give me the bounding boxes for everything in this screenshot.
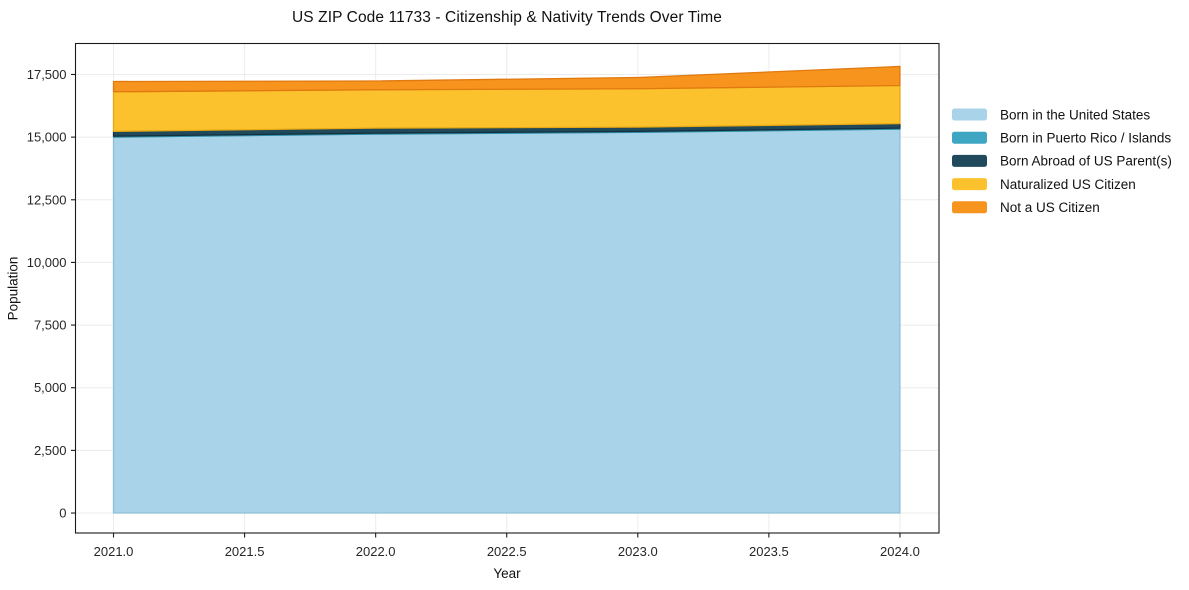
y-tick-label: 7,500 bbox=[34, 318, 67, 333]
x-tick-label: 2022.5 bbox=[487, 544, 527, 559]
x-axis-title: Year bbox=[493, 566, 521, 581]
area-naturalized bbox=[112, 84, 901, 133]
legend-swatch-naturalized bbox=[952, 178, 987, 191]
legend-swatch-born-abroad bbox=[952, 154, 987, 167]
area-not-citizen bbox=[112, 65, 901, 93]
x-tick-label: 2021.0 bbox=[94, 544, 134, 559]
x-tick-label: 2021.5 bbox=[225, 544, 265, 559]
legend-label-born-in-us: Born in the United States bbox=[1000, 107, 1150, 122]
legend-label-not-citizen: Not a US Citizen bbox=[1000, 200, 1100, 215]
legend-swatch-born-in-pr bbox=[952, 131, 987, 144]
x-tick-label: 2023.5 bbox=[749, 544, 789, 559]
x-tick-label: 2022.0 bbox=[356, 544, 396, 559]
legend-label-born-abroad: Born Abroad of US Parent(s) bbox=[1000, 154, 1172, 169]
legend-swatch-born-in-us bbox=[952, 108, 987, 121]
legend-label-naturalized: Naturalized US Citizen bbox=[1000, 177, 1136, 192]
y-tick-label: 0 bbox=[59, 506, 66, 521]
y-tick-label: 5,000 bbox=[34, 380, 67, 395]
y-tick-label: 12,500 bbox=[27, 192, 67, 207]
y-tick-label: 2,500 bbox=[34, 443, 67, 458]
x-tick-label: 2023.0 bbox=[618, 544, 658, 559]
area-born-in-us bbox=[112, 128, 901, 514]
legend-swatch-not-citizen bbox=[952, 201, 987, 214]
legend-label-born-in-pr: Born in Puerto Rico / Islands bbox=[1000, 131, 1171, 146]
y-axis-title: Population bbox=[5, 256, 21, 321]
x-tick-label: 2024.0 bbox=[880, 544, 920, 559]
y-tick-label: 15,000 bbox=[27, 130, 67, 145]
chart-title: US ZIP Code 11733 - Citizenship & Nativi… bbox=[291, 9, 723, 26]
y-tick-label: 17,500 bbox=[27, 67, 67, 82]
y-tick-label: 10,000 bbox=[27, 255, 67, 270]
